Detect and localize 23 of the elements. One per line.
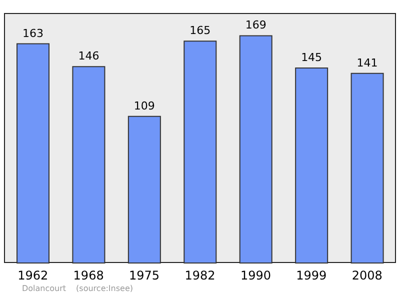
x-tick-label: 1990 (240, 268, 271, 283)
x-tick-label: 1999 (296, 268, 327, 283)
data-label: 169 (245, 18, 266, 32)
x-tick-label: 2008 (352, 268, 382, 283)
data-label: 146 (78, 50, 100, 63)
data-label: 165 (190, 24, 211, 38)
text: (source:Insee) (76, 284, 133, 293)
data-label: 163 (22, 26, 44, 40)
x-tick-label: 1975 (129, 268, 160, 283)
x-tick-label: 1982 (184, 268, 216, 283)
bar (350, 72, 384, 264)
bar (16, 43, 50, 264)
bar (72, 66, 106, 264)
bar (295, 68, 328, 264)
x-tick-label: 1968 (73, 268, 104, 283)
x-tick-label: 1962 (18, 268, 48, 283)
data-label: 145 (301, 51, 322, 64)
bar (239, 35, 272, 264)
data-label: 109 (134, 99, 155, 112)
text: Dolancourt (22, 284, 66, 293)
data-label: 141 (356, 56, 378, 70)
bar (184, 40, 217, 264)
bar (128, 116, 161, 264)
